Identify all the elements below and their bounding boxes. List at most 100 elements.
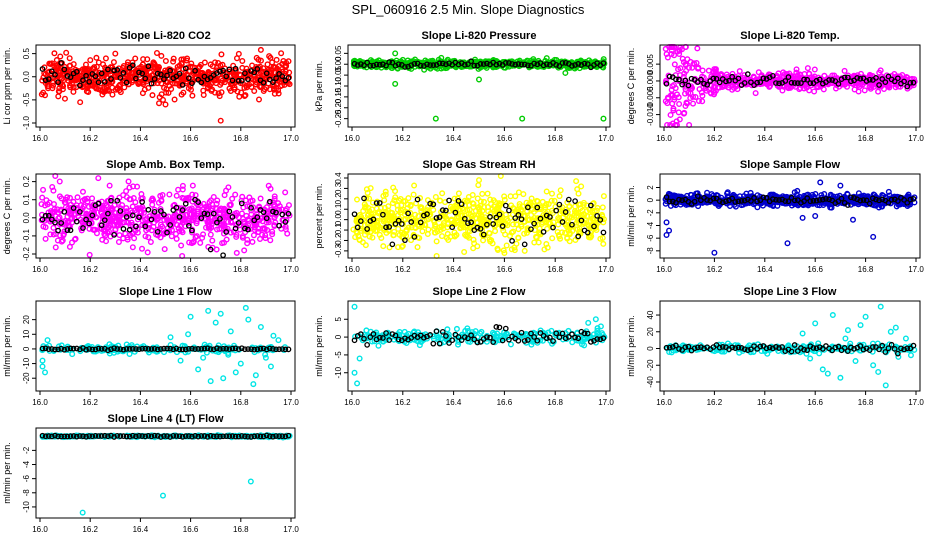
y-tick-label: 0.005 [646, 54, 655, 75]
data-point [390, 184, 397, 191]
data-point [667, 92, 674, 99]
y-tick-label: -4 [646, 221, 655, 229]
data-point [557, 187, 564, 194]
series-all-points [350, 172, 607, 259]
selected-point [506, 60, 512, 66]
data-point [251, 88, 258, 95]
data-point [165, 89, 172, 96]
selected-point [723, 78, 729, 85]
data-point [174, 80, 181, 87]
selected-point [600, 229, 607, 236]
data-point [213, 76, 220, 83]
data-point [735, 72, 742, 79]
data-point [180, 89, 187, 96]
outlier-point [817, 179, 824, 186]
selected-point [782, 78, 789, 84]
data-point [507, 193, 514, 200]
data-point [256, 96, 263, 103]
data-point [173, 192, 180, 199]
outlier-point [521, 247, 528, 254]
x-tick-label: 16.0 [32, 398, 48, 407]
data-point [373, 205, 380, 212]
selected-point [142, 75, 149, 82]
data-point [126, 184, 133, 191]
selected-point [785, 74, 792, 80]
selected-point [80, 77, 86, 84]
selected-point [540, 62, 547, 69]
selected-point [73, 68, 80, 75]
data-point [85, 89, 92, 96]
data-point [354, 196, 361, 203]
data-point [669, 83, 676, 90]
selected-point [575, 61, 582, 67]
data-point [217, 81, 224, 88]
selected-point [710, 75, 717, 82]
outlier-point [257, 46, 264, 53]
outlier-point [711, 249, 718, 256]
data-point [58, 238, 65, 245]
selected-point [217, 68, 223, 75]
selected-point [357, 61, 364, 67]
data-point [885, 83, 892, 90]
outlier-point [392, 80, 399, 87]
x-tick-label: 17.0 [283, 398, 299, 407]
data-point [99, 91, 106, 98]
data-point [256, 235, 263, 242]
data-point [221, 192, 228, 199]
data-point [50, 187, 57, 194]
selected-point [569, 63, 575, 69]
selected-point [376, 61, 383, 68]
selected-point [114, 67, 121, 73]
selected-point [58, 59, 65, 66]
data-point [501, 193, 508, 200]
data-point [161, 246, 168, 253]
data-point [682, 86, 689, 93]
data-point [158, 197, 165, 204]
selected-point [42, 77, 49, 83]
data-point [407, 201, 414, 208]
data-point [50, 224, 57, 231]
data-point [158, 80, 165, 87]
y-tick-label: 0 [646, 197, 655, 202]
selected-point [776, 80, 782, 87]
selected-point [354, 62, 361, 68]
data-point [869, 82, 876, 89]
data-point [391, 228, 398, 235]
data-point [87, 57, 94, 64]
data-point [190, 70, 197, 77]
selected-point [477, 61, 484, 67]
x-tick-label: 16.4 [133, 398, 149, 407]
data-point [662, 98, 669, 105]
data-point [174, 221, 181, 228]
data-point [95, 175, 102, 182]
y-tick-label: 20 [22, 315, 31, 324]
data-point [470, 245, 477, 252]
y-tick-label: -0.010 [646, 103, 655, 126]
data-point [439, 233, 446, 240]
y-tick-label: 0.000 [646, 70, 655, 91]
data-point [543, 188, 550, 195]
data-point [686, 64, 693, 71]
selected-point [61, 66, 68, 73]
data-point [484, 204, 491, 211]
data-point [54, 71, 61, 78]
data-point [600, 240, 607, 247]
data-point [63, 49, 70, 56]
y-tick-label: -8 [646, 247, 655, 255]
data-point [77, 68, 84, 75]
data-point [223, 187, 230, 194]
y-tick-label: 0.0 [22, 71, 31, 83]
selected-point [157, 71, 164, 78]
selected-point [242, 70, 248, 77]
selected-point [49, 68, 55, 75]
selected-point [260, 79, 267, 86]
selected-point [273, 75, 279, 82]
data-point [248, 83, 255, 90]
data-point [430, 206, 437, 213]
data-point [232, 191, 239, 198]
data-point [158, 91, 165, 98]
data-point [411, 182, 418, 189]
data-point [129, 244, 136, 251]
data-point [875, 88, 882, 95]
data-point [121, 84, 128, 91]
